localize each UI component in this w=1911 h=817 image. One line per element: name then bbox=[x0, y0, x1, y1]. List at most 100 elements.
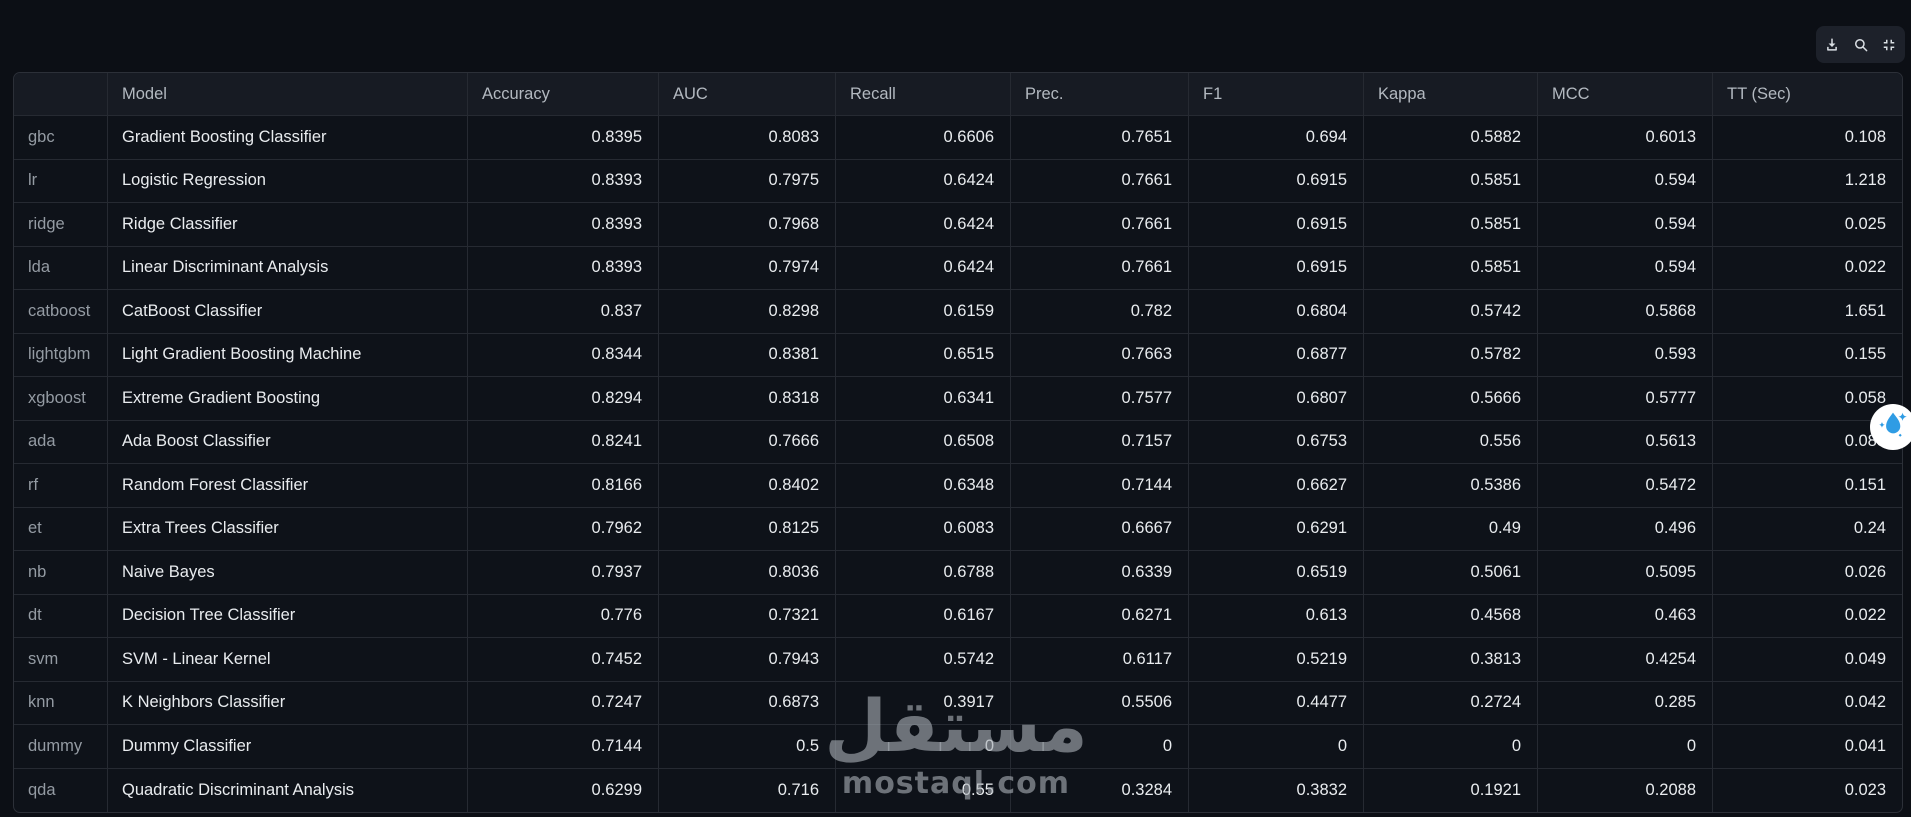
download-button[interactable] bbox=[1820, 33, 1844, 57]
metric-cell-recall[interactable]: 0.3917 bbox=[836, 681, 1011, 725]
metric-cell-recall[interactable]: 0.6788 bbox=[836, 551, 1011, 595]
metric-cell-prec[interactable]: 0.7661 bbox=[1011, 159, 1189, 203]
metric-cell-kappa[interactable]: 0.5666 bbox=[1364, 377, 1538, 421]
metric-cell-mcc[interactable]: 0.5777 bbox=[1538, 377, 1713, 421]
row-index-et[interactable]: et bbox=[14, 507, 108, 551]
metric-cell-kappa[interactable]: 0.5061 bbox=[1364, 551, 1538, 595]
model-name-cell[interactable]: Logistic Regression bbox=[108, 159, 468, 203]
metric-cell-f1[interactable]: 0.6877 bbox=[1189, 333, 1364, 377]
metric-cell-kappa[interactable]: 0.5742 bbox=[1364, 290, 1538, 334]
row-index-dt[interactable]: dt bbox=[14, 594, 108, 638]
metric-cell-prec[interactable]: 0.5506 bbox=[1011, 681, 1189, 725]
row-index-lightgbm[interactable]: lightgbm bbox=[14, 333, 108, 377]
metric-cell-kappa[interactable]: 0.5386 bbox=[1364, 464, 1538, 508]
model-name-cell[interactable]: SVM - Linear Kernel bbox=[108, 638, 468, 682]
metric-cell-kappa[interactable]: 0.5882 bbox=[1364, 116, 1538, 160]
metric-cell-f1[interactable]: 0.3832 bbox=[1189, 768, 1364, 812]
row-index-xgboost[interactable]: xgboost bbox=[14, 377, 108, 421]
metric-cell-tt-sec[interactable]: 0.025 bbox=[1713, 203, 1902, 247]
metric-cell-accuracy[interactable]: 0.7452 bbox=[468, 638, 659, 682]
metric-cell-accuracy[interactable]: 0.8395 bbox=[468, 116, 659, 160]
metric-cell-auc[interactable]: 0.8318 bbox=[659, 377, 836, 421]
metric-cell-kappa[interactable]: 0 bbox=[1364, 725, 1538, 769]
row-index-gbc[interactable]: gbc bbox=[14, 116, 108, 160]
metric-cell-auc[interactable]: 0.7974 bbox=[659, 246, 836, 290]
metric-cell-accuracy[interactable]: 0.6299 bbox=[468, 768, 659, 812]
metric-cell-recall[interactable]: 0.6167 bbox=[836, 594, 1011, 638]
fullscreen-exit-button[interactable] bbox=[1877, 33, 1901, 57]
metric-cell-mcc[interactable]: 0.5095 bbox=[1538, 551, 1713, 595]
metric-cell-f1[interactable]: 0.5219 bbox=[1189, 638, 1364, 682]
metric-cell-accuracy[interactable]: 0.7937 bbox=[468, 551, 659, 595]
metric-cell-kappa[interactable]: 0.4568 bbox=[1364, 594, 1538, 638]
metric-cell-mcc[interactable]: 0.4254 bbox=[1538, 638, 1713, 682]
column-header-tt-sec[interactable]: TT (Sec) bbox=[1713, 73, 1902, 116]
metric-cell-tt-sec[interactable]: 0.042 bbox=[1713, 682, 1902, 725]
row-index-ridge[interactable]: ridge bbox=[14, 203, 108, 247]
metric-cell-f1[interactable]: 0.6807 bbox=[1189, 377, 1364, 421]
metric-cell-auc[interactable]: 0.7666 bbox=[659, 420, 836, 464]
metric-cell-kappa[interactable]: 0.3813 bbox=[1364, 638, 1538, 682]
metric-cell-recall[interactable]: 0.6424 bbox=[836, 159, 1011, 203]
metric-cell-kappa[interactable]: 0.5851 bbox=[1364, 246, 1538, 290]
metric-cell-f1[interactable]: 0.694 bbox=[1189, 116, 1364, 160]
model-name-cell[interactable]: Extra Trees Classifier bbox=[108, 507, 468, 551]
metric-cell-tt-sec[interactable]: 1.218 bbox=[1713, 160, 1902, 203]
metric-cell-accuracy[interactable]: 0.8294 bbox=[468, 377, 659, 421]
row-index-qda[interactable]: qda bbox=[14, 768, 108, 812]
metric-cell-accuracy[interactable]: 0.8393 bbox=[468, 203, 659, 247]
metric-cell-prec[interactable]: 0 bbox=[1011, 725, 1189, 769]
metric-cell-auc[interactable]: 0.6873 bbox=[659, 681, 836, 725]
row-index-rf[interactable]: rf bbox=[14, 464, 108, 508]
metric-cell-auc[interactable]: 0.7975 bbox=[659, 159, 836, 203]
column-header-model[interactable]: Model bbox=[108, 73, 468, 116]
row-index-svm[interactable]: svm bbox=[14, 638, 108, 682]
metric-cell-prec[interactable]: 0.3284 bbox=[1011, 768, 1189, 812]
metric-cell-accuracy[interactable]: 0.837 bbox=[468, 290, 659, 334]
metric-cell-kappa[interactable]: 0.49 bbox=[1364, 507, 1538, 551]
metric-cell-mcc[interactable]: 0.496 bbox=[1538, 507, 1713, 551]
metric-cell-kappa[interactable]: 0.5851 bbox=[1364, 203, 1538, 247]
metric-cell-accuracy[interactable]: 0.776 bbox=[468, 594, 659, 638]
metric-cell-mcc[interactable]: 0.594 bbox=[1538, 246, 1713, 290]
metric-cell-tt-sec[interactable]: 0.026 bbox=[1713, 551, 1902, 595]
metric-cell-prec[interactable]: 0.782 bbox=[1011, 290, 1189, 334]
model-name-cell[interactable]: Extreme Gradient Boosting bbox=[108, 377, 468, 421]
metric-cell-recall[interactable]: 0 bbox=[836, 725, 1011, 769]
metric-cell-recall[interactable]: 0.6606 bbox=[836, 116, 1011, 160]
metric-cell-mcc[interactable]: 0.5868 bbox=[1538, 290, 1713, 334]
metric-cell-f1[interactable]: 0.6291 bbox=[1189, 507, 1364, 551]
metric-cell-recall[interactable]: 0.6083 bbox=[836, 507, 1011, 551]
metric-cell-auc[interactable]: 0.7968 bbox=[659, 203, 836, 247]
metric-cell-prec[interactable]: 0.7661 bbox=[1011, 203, 1189, 247]
row-index-catboost[interactable]: catboost bbox=[14, 290, 108, 334]
model-name-cell[interactable]: Naive Bayes bbox=[108, 551, 468, 595]
metric-cell-mcc[interactable]: 0.594 bbox=[1538, 203, 1713, 247]
metric-cell-auc[interactable]: 0.8125 bbox=[659, 507, 836, 551]
metric-cell-recall[interactable]: 0.6508 bbox=[836, 420, 1011, 464]
metric-cell-recall[interactable]: 0.5742 bbox=[836, 638, 1011, 682]
metric-cell-auc[interactable]: 0.8036 bbox=[659, 551, 836, 595]
metric-cell-mcc[interactable]: 0.285 bbox=[1538, 681, 1713, 725]
metric-cell-recall[interactable]: 0.6159 bbox=[836, 290, 1011, 334]
metric-cell-auc[interactable]: 0.7943 bbox=[659, 638, 836, 682]
metric-cell-accuracy[interactable]: 0.8241 bbox=[468, 420, 659, 464]
metric-cell-accuracy[interactable]: 0.7247 bbox=[468, 681, 659, 725]
metric-cell-prec[interactable]: 0.7577 bbox=[1011, 377, 1189, 421]
column-header-accuracy[interactable]: Accuracy bbox=[468, 73, 659, 116]
metric-cell-mcc[interactable]: 0.463 bbox=[1538, 594, 1713, 638]
model-name-cell[interactable]: Ada Boost Classifier bbox=[108, 420, 468, 464]
model-name-cell[interactable]: Random Forest Classifier bbox=[108, 464, 468, 508]
model-name-cell[interactable]: Linear Discriminant Analysis bbox=[108, 246, 468, 290]
metric-cell-f1[interactable]: 0.6915 bbox=[1189, 203, 1364, 247]
column-header-prec[interactable]: Prec. bbox=[1011, 73, 1189, 116]
model-name-cell[interactable]: Ridge Classifier bbox=[108, 203, 468, 247]
metric-cell-prec[interactable]: 0.7651 bbox=[1011, 116, 1189, 160]
model-name-cell[interactable]: Dummy Classifier bbox=[108, 725, 468, 769]
metric-cell-prec[interactable]: 0.6117 bbox=[1011, 638, 1189, 682]
model-name-cell[interactable]: Gradient Boosting Classifier bbox=[108, 116, 468, 160]
metric-cell-accuracy[interactable]: 0.8344 bbox=[468, 333, 659, 377]
row-index-ada[interactable]: ada bbox=[14, 420, 108, 464]
metric-cell-f1[interactable]: 0 bbox=[1189, 725, 1364, 769]
model-name-cell[interactable]: K Neighbors Classifier bbox=[108, 681, 468, 725]
